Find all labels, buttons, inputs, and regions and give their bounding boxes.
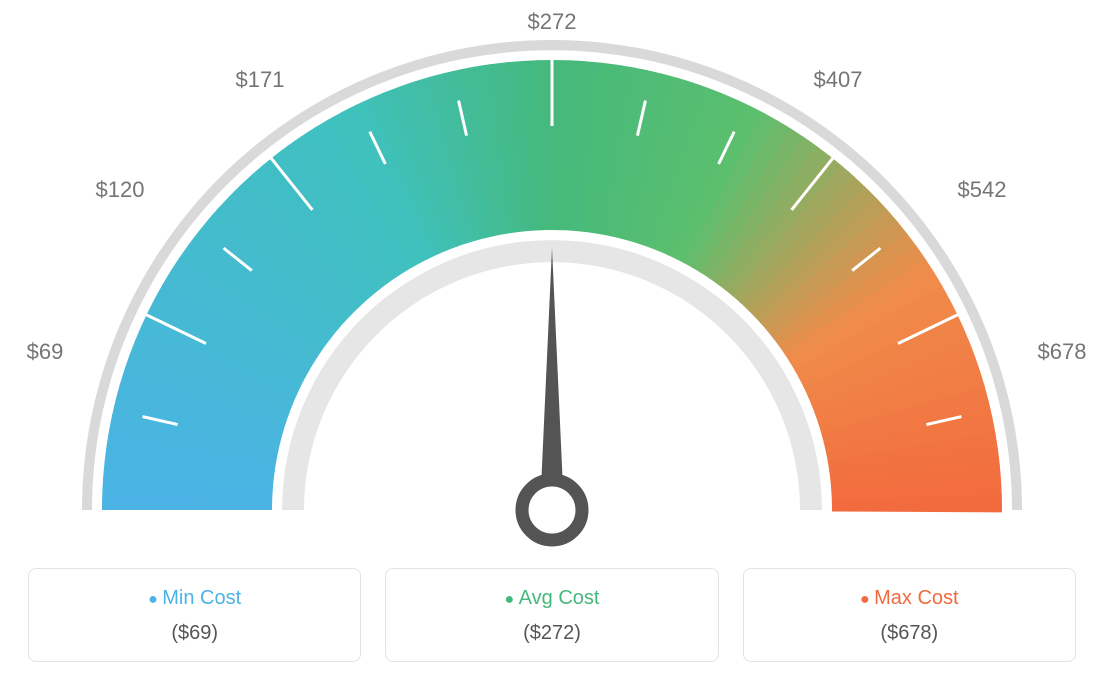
gauge-svg: [0, 0, 1104, 560]
legend-avg-value: ($272): [396, 622, 707, 645]
legend-avg-label: Avg Cost: [396, 587, 707, 610]
legend-min-label: Min Cost: [39, 587, 350, 610]
legend-row: Min Cost ($69) Avg Cost ($272) Max Cost …: [0, 568, 1104, 662]
gauge-tick-label: $272: [528, 9, 577, 35]
cost-gauge-chart: $69 $120 $171 $272 $407 $542 $678: [0, 0, 1104, 560]
legend-max-value: ($678): [754, 622, 1065, 645]
gauge-tick-label: $678: [1038, 339, 1087, 365]
legend-max-label: Max Cost: [754, 587, 1065, 610]
legend-min-value: ($69): [39, 622, 350, 645]
gauge-tick-label: $171: [236, 67, 285, 93]
legend-card-min: Min Cost ($69): [28, 568, 361, 662]
gauge-tick-label: $120: [96, 177, 145, 203]
legend-card-max: Max Cost ($678): [743, 568, 1076, 662]
gauge-tick-label: $407: [814, 67, 863, 93]
gauge-tick-label: $69: [27, 339, 64, 365]
legend-card-avg: Avg Cost ($272): [385, 568, 718, 662]
gauge-tick-label: $542: [958, 177, 1007, 203]
